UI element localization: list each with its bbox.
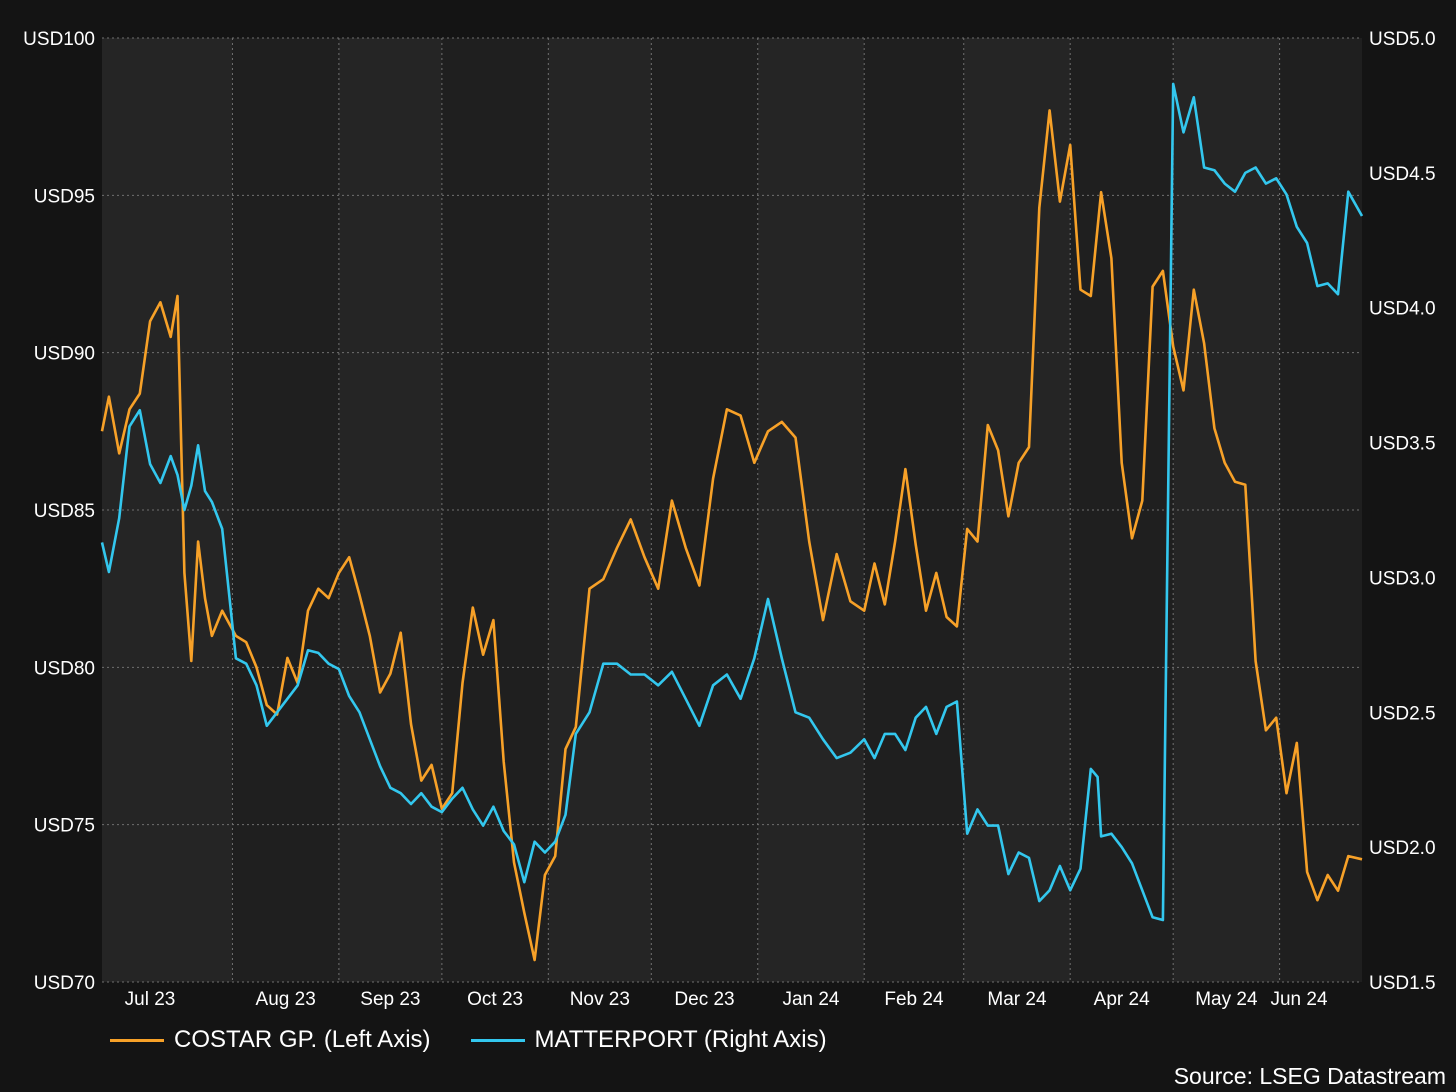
legend-swatch-costar (110, 1038, 164, 1042)
x-tick-label: Feb 24 (884, 989, 944, 1010)
right-tick-label: USD4.0 (1369, 299, 1436, 320)
right-tick-label: USD4.5 (1369, 164, 1436, 185)
legend-swatch-matterport (470, 1038, 525, 1042)
left-tick-label: USD85 (34, 501, 95, 522)
plot-band (548, 38, 652, 982)
legend-label-matterport: MATTERPORT (Right Axis) (534, 1026, 827, 1053)
left-axis: USD70 USD75 USD80 USD85 USD90 USD95 USD100 (23, 29, 95, 994)
x-axis: Jul 23 Aug 23 Sep 23 Oct 23 Nov 23 Dec 23 Jan … (125, 989, 1328, 1010)
left-tick-label: USD75 (34, 816, 95, 837)
legend-label-costar: COSTAR GP. (Left Axis) (174, 1026, 431, 1053)
x-tick-label: Jul 23 (125, 989, 176, 1010)
x-tick-label: Apr 24 (1094, 989, 1150, 1010)
legend-item-matterport: MATTERPORT (Right Axis) (470, 1026, 827, 1054)
left-tick-label: USD90 (34, 344, 95, 365)
right-axis: USD1.5 USD2.0 USD2.5 USD3.0 USD3.5 USD4.0 USD4… (1369, 29, 1436, 994)
x-tick-label: Mar 24 (987, 989, 1047, 1010)
x-tick-label: Dec 23 (674, 989, 734, 1010)
source-note: Source: LSEG Datastream (1173, 1063, 1446, 1089)
x-tick-label: Nov 23 (570, 989, 630, 1010)
x-tick-label: Jan 24 (782, 989, 839, 1010)
series-line-matterport (100, 82, 1364, 922)
right-tick-label: USD5.0 (1369, 29, 1436, 50)
series-lines (100, 82, 1364, 962)
left-tick-label: USD70 (34, 973, 95, 994)
plot-band (1173, 38, 1280, 982)
right-tick-label: USD1.5 (1369, 973, 1436, 994)
plot-band (1279, 38, 1362, 982)
plot-band (651, 38, 758, 982)
plot-band (338, 38, 442, 982)
plot-band (757, 38, 865, 982)
right-tick-label: USD2.0 (1369, 838, 1436, 859)
left-tick-label: USD100 (23, 29, 95, 50)
legend-item-costar: COSTAR GP. (Left Axis) (110, 1026, 431, 1054)
x-tick-label: Jun 24 (1270, 989, 1327, 1010)
right-tick-label: USD3.0 (1369, 568, 1436, 589)
right-tick-label: USD3.5 (1369, 434, 1436, 455)
right-tick-label: USD2.5 (1369, 703, 1436, 724)
plot-band (441, 38, 549, 982)
left-tick-label: USD80 (34, 658, 95, 679)
gridlines (102, 37, 1362, 983)
series-line-costar (100, 109, 1363, 962)
x-tick-label: Sep 23 (360, 989, 420, 1010)
left-tick-label: USD95 (34, 186, 95, 207)
x-tick-label: Aug 23 (256, 989, 316, 1010)
plot-band (232, 38, 339, 982)
legend: COSTAR GP. (Left Axis) MATTERPORT (Right… (110, 1026, 867, 1054)
x-tick-label: Oct 23 (467, 989, 523, 1010)
x-tick-label: May 24 (1195, 989, 1258, 1010)
